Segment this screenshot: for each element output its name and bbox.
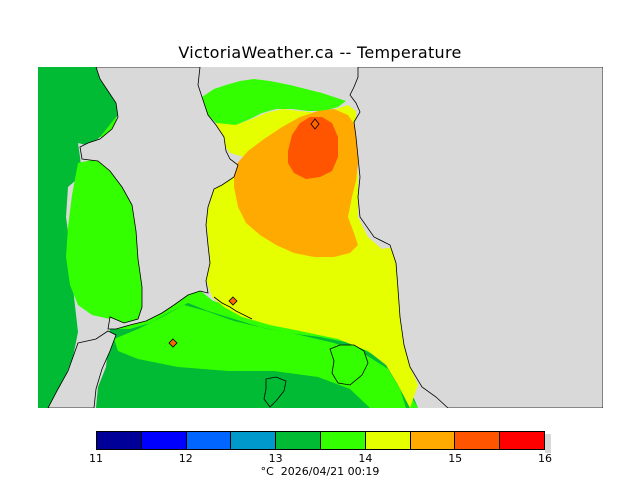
temp-zone-13-left xyxy=(38,67,120,408)
temp-zone-13-5-left xyxy=(66,159,144,325)
weather-station-marker[interactable] xyxy=(228,296,238,306)
temp-zone-13-5-main xyxy=(114,305,406,408)
temp-zone-13-5-north xyxy=(202,79,346,127)
land-top-left xyxy=(79,67,239,330)
temperature-color-scale xyxy=(96,431,545,450)
legend-swatch xyxy=(410,432,456,449)
legend-swatch xyxy=(365,432,411,449)
weather-station-marker[interactable] xyxy=(168,338,178,348)
legend-tick-label: 15 xyxy=(448,452,463,465)
legend-swatch xyxy=(141,432,187,449)
land-north-peninsula xyxy=(349,67,603,408)
coastline-inner xyxy=(213,296,253,320)
legend-tick-label: 12 xyxy=(178,452,193,465)
land-bottom-left xyxy=(47,330,117,408)
legend-tick-label: 14 xyxy=(358,452,373,465)
legend-footer: °C 2026/04/21 00:19 xyxy=(260,465,380,478)
legend-swatch xyxy=(186,432,232,449)
legend-swatch xyxy=(500,432,544,449)
legend-swatch xyxy=(231,432,277,449)
map-title: VictoriaWeather.ca -- Temperature xyxy=(178,43,462,62)
temperature-map xyxy=(38,67,603,408)
legend-swatch xyxy=(97,432,142,449)
legend-swatch xyxy=(320,432,366,449)
legend-tick-label: 13 xyxy=(268,452,283,465)
temp-zone-15 xyxy=(288,117,338,179)
legend-shadow xyxy=(545,434,551,453)
island-east xyxy=(329,344,369,386)
weather-station-marker[interactable] xyxy=(310,118,320,130)
legend-swatch xyxy=(276,432,321,449)
legend-swatch xyxy=(455,432,501,449)
legend-tick-label: 16 xyxy=(538,452,552,465)
island-south xyxy=(263,376,287,408)
legend-tick-label: 11 xyxy=(89,452,103,465)
